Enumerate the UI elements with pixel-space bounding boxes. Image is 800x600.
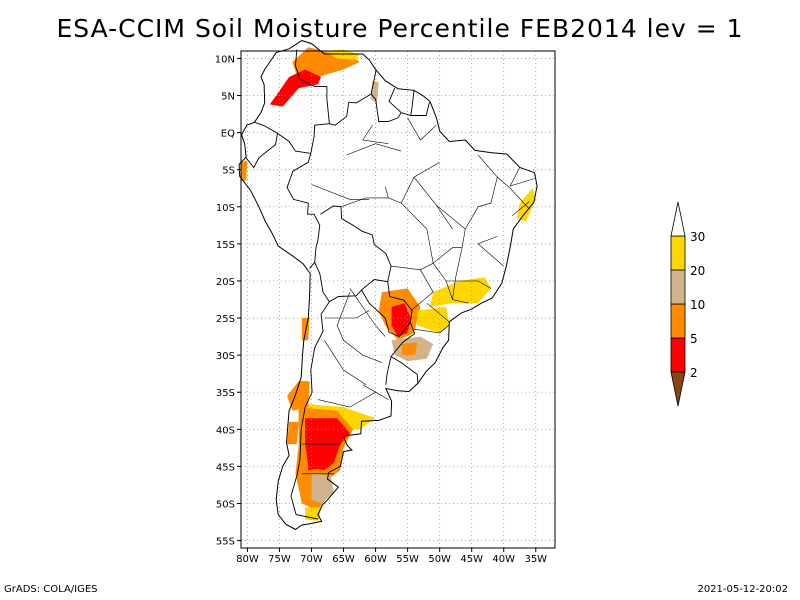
colorbar-segment [670,303,686,339]
lat-tick-label: 10S [216,203,235,214]
state-border [410,269,434,311]
colorbar-label: 2 [690,366,698,380]
state-border [362,384,389,400]
lat-tick-label: 35S [216,388,235,399]
colorbar-segment [670,269,686,305]
lon-tick-label: 75W [268,554,291,565]
state-border [324,310,370,319]
country-border [286,153,321,269]
region-colombia-core [269,69,322,107]
chart-title: ESA-CCIM Soil Moisture Percentile FEB201… [56,14,744,43]
lat-tick-label: 45S [216,462,235,473]
state-border [311,184,370,200]
colorbar-low-arrow [670,371,686,407]
country-border [370,69,430,122]
state-border [465,154,498,230]
lon-tick-label: 45W [460,554,483,565]
lat-tick-label: EQ [221,129,235,140]
state-border [317,391,376,408]
colorbar: 2 5 10 20 30 [670,201,705,407]
state-border [497,176,530,210]
timestamp: 2021-05-12-20:02 [697,584,788,595]
lon-tick-label: 55W [396,554,419,565]
coastline [238,40,538,531]
state-border [390,202,434,271]
country-border [295,49,330,124]
country-border [388,87,402,113]
country-border [245,133,278,169]
region-rs-brazil-orange [401,342,418,356]
grads-credit: GrADS: COLA/IGES [4,584,98,595]
lon-tick-label: 65W [332,554,355,565]
state-border [426,302,450,323]
lat-tick-label: 10N [215,54,235,65]
state-border [407,117,437,141]
state-border [362,125,389,144]
region-santa-cruz-tan [311,473,334,504]
country-border [329,93,372,126]
state-border [452,247,469,304]
colorbar-high-arrow [670,201,686,237]
country-border [361,281,413,338]
country-border [254,121,330,154]
region-parana-yellow [417,306,450,333]
state-border [413,325,449,334]
state-border [349,288,386,337]
state-border [346,143,402,156]
region-chile-south-orange [287,421,299,445]
lat-tick-label: 5N [221,92,235,103]
region-ne-brazil-coast [516,188,536,222]
colorbar-segment [670,235,686,271]
lon-tick-label: 50W [428,554,451,565]
region-chile-central-orange [287,381,310,411]
axis-ticks: 10N 5N EQ 5S 10S 15S 20S 25S 30S 35S 40S 45S 50S 55S8… [215,54,547,565]
map-frame [240,50,556,549]
country-border [290,262,330,520]
state-border [384,162,440,204]
lon-tick-label: 40W [492,554,515,565]
continent-outline [238,40,538,531]
colorbar-label: 5 [690,332,698,346]
colorbar-segment [670,337,686,373]
lon-tick-label: 70W [300,554,323,565]
colorbar-label: 10 [690,298,705,312]
lat-tick-label: 30S [216,351,235,362]
country-border [385,356,392,385]
lat-tick-label: 25S [216,314,235,325]
colorbar-label: 20 [690,264,705,278]
country-border [320,205,392,303]
state-border [336,291,383,363]
region-venezuela-coast-yellow [324,49,360,60]
state-border [477,236,504,267]
state-border [413,176,453,230]
country-borders [245,49,535,520]
state-border [511,201,530,216]
state-border [340,197,389,208]
lon-tick-label: 60W [364,554,387,565]
state-border [446,280,492,289]
country-border [410,90,415,116]
lat-tick-label: 20S [216,277,235,288]
lat-tick-label: 5S [222,166,235,177]
lat-tick-label: 15S [216,240,235,251]
state-border [509,167,535,187]
region-se-brazil-coast [430,277,491,307]
lon-tick-label: 35W [524,554,547,565]
lat-tick-label: 55S [216,537,235,548]
grid-lines [241,51,555,548]
lat-tick-label: 40S [216,425,235,436]
lon-tick-label: 80W [236,554,259,565]
region-peru-coast-orange [241,160,248,181]
lat-tick-label: 50S [216,499,235,510]
state-border [324,340,367,386]
colorbar-label: 30 [690,230,705,244]
